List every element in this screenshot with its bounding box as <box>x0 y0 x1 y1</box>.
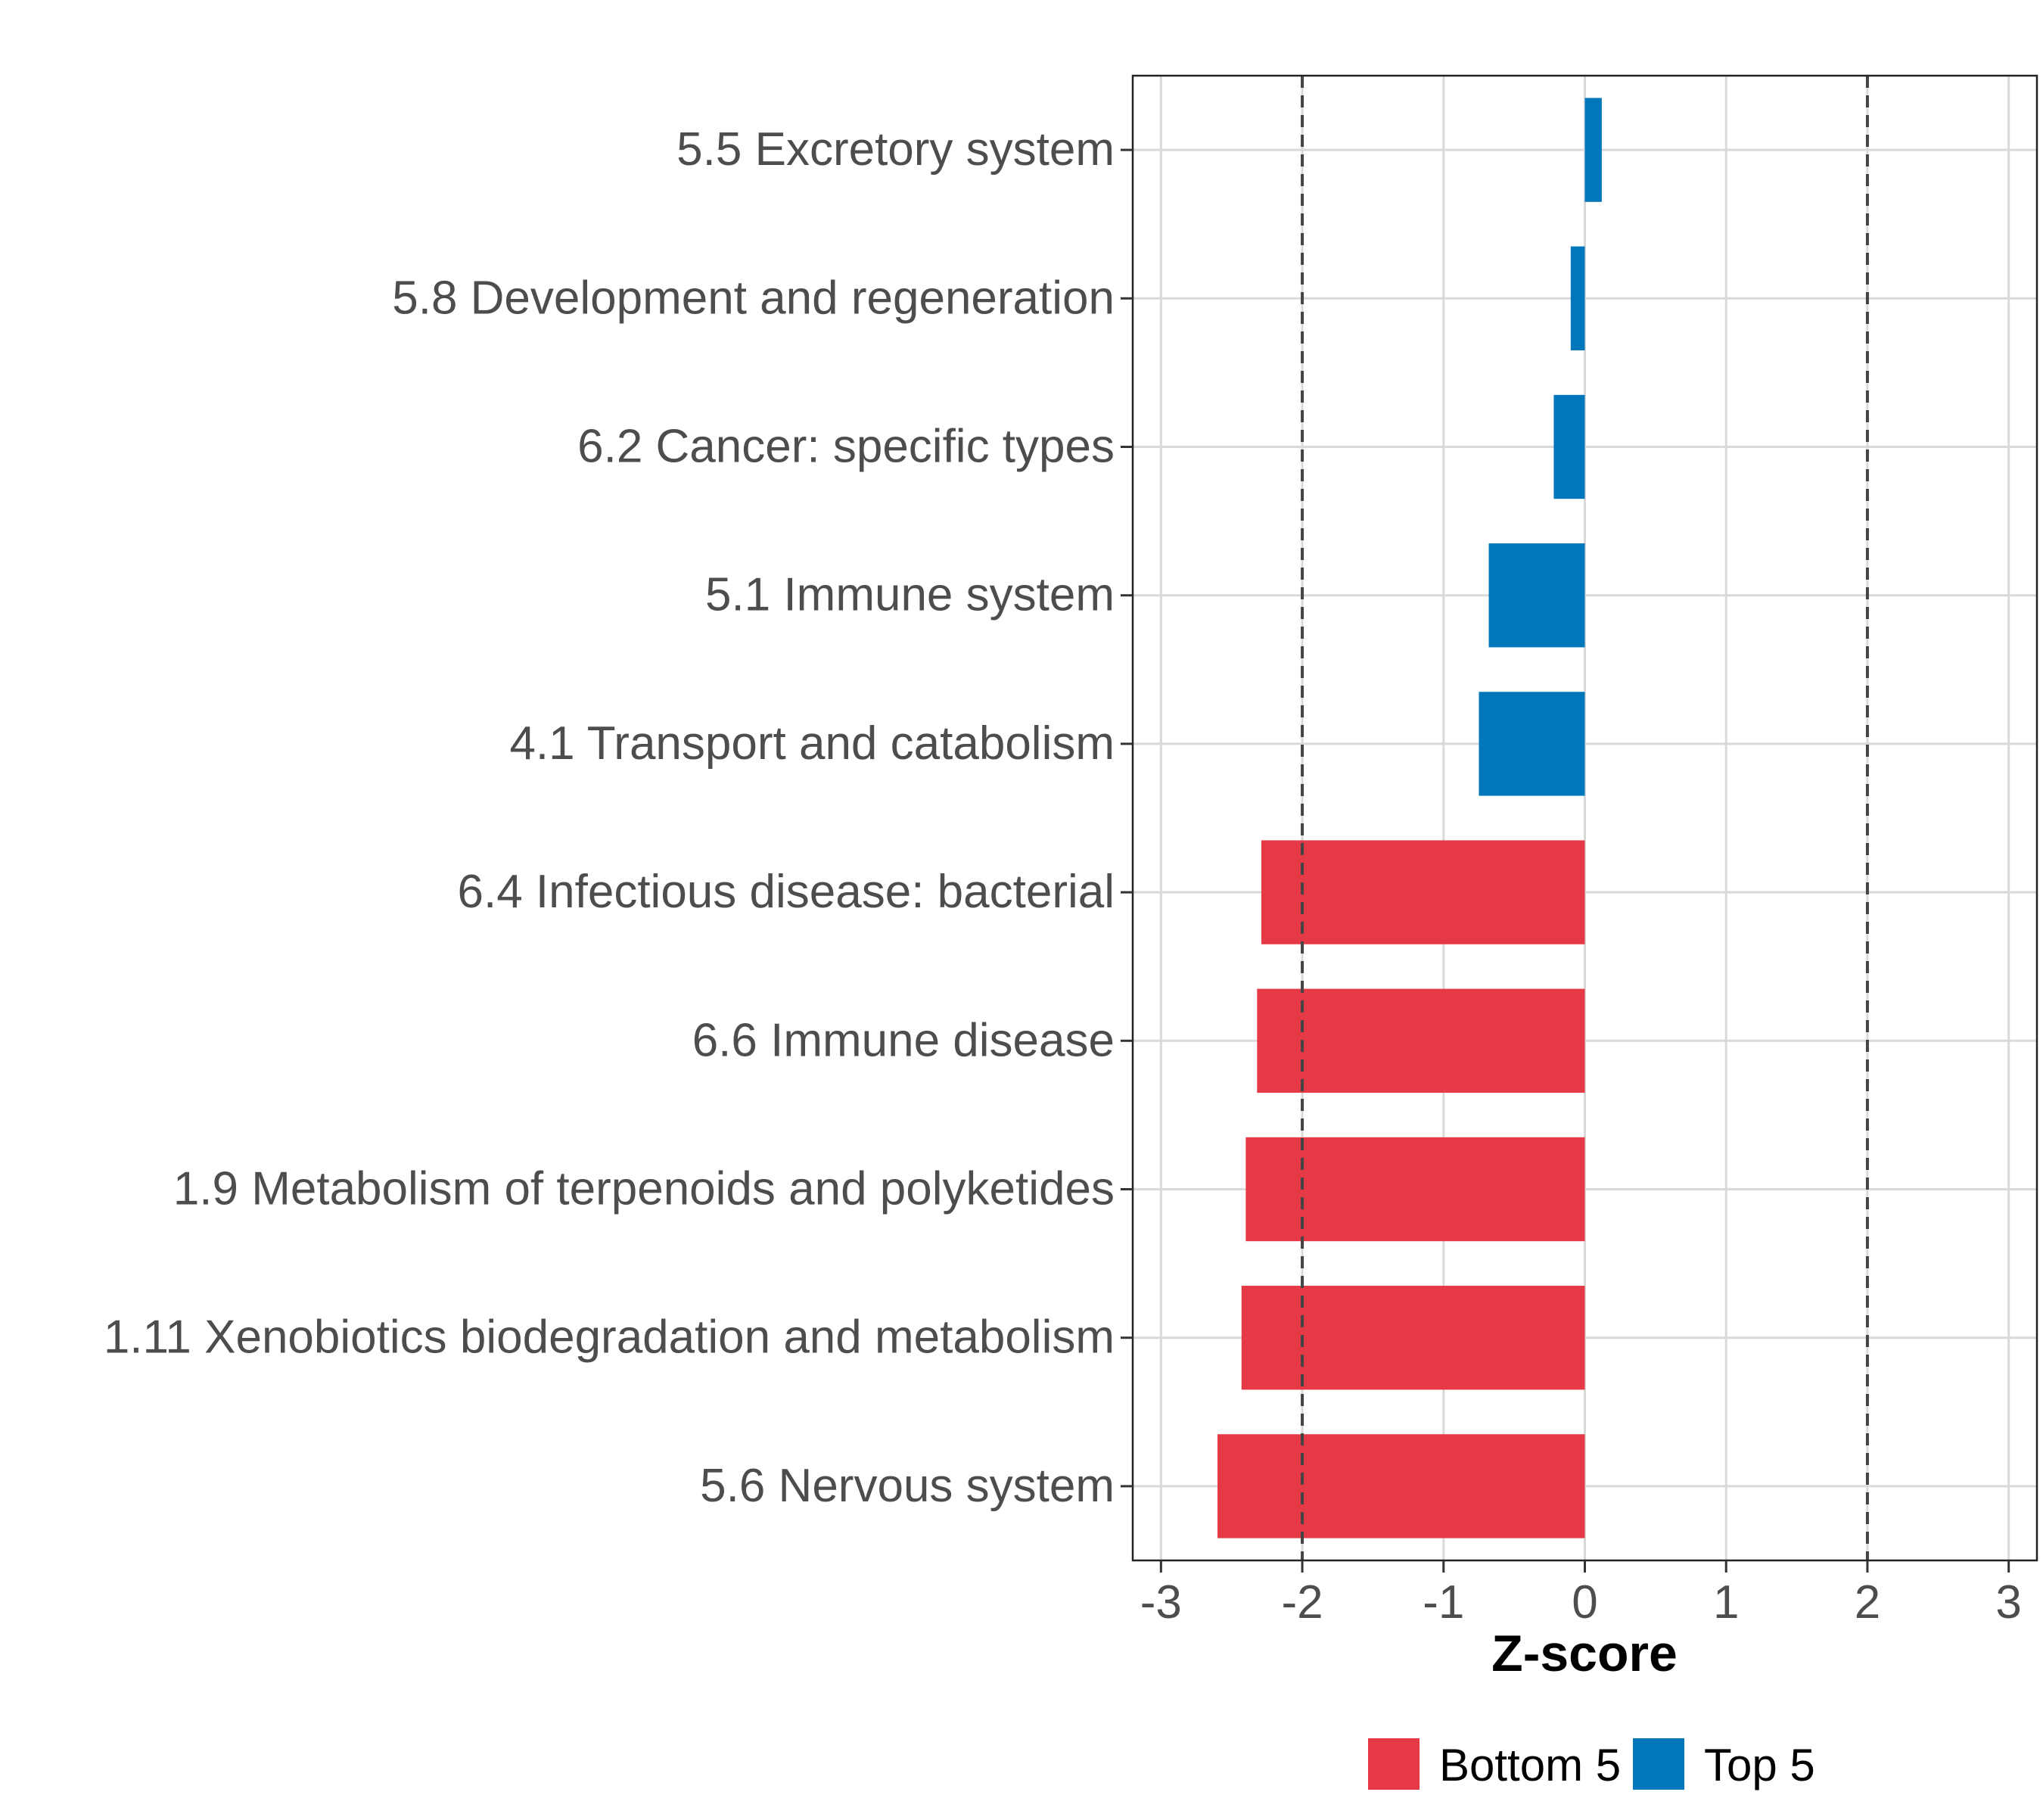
bar-3 <box>1488 543 1585 648</box>
legend: Bottom 5 Top 5 <box>1368 1738 1815 1790</box>
bar-0 <box>1584 98 1602 202</box>
legend-swatch-0 <box>1368 1738 1420 1790</box>
x-tick-label-5: 2 <box>1855 1576 1880 1629</box>
x-tick-label-1: -2 <box>1281 1576 1323 1629</box>
bar-7 <box>1245 1137 1585 1242</box>
y-tick-label-6: 6.6 Immune disease <box>692 1014 1115 1066</box>
bar-9 <box>1217 1434 1585 1538</box>
y-tick-label-3: 5.1 Immune system <box>705 569 1115 621</box>
y-tick-label-7: 1.9 Metabolism of terpenoids and polyket… <box>173 1163 1115 1215</box>
bar-5 <box>1261 840 1585 944</box>
x-tick-label-0: -3 <box>1140 1576 1182 1629</box>
bar-6 <box>1257 988 1585 1093</box>
x-axis-title: Z-score <box>1491 1625 1678 1682</box>
bar-1 <box>1570 246 1585 350</box>
axis-layer: 5.5 Excretory system 5.8 Development and … <box>104 123 2022 1629</box>
x-tick-label-4: 1 <box>1713 1576 1739 1629</box>
reference-line-layer <box>1301 76 1869 1560</box>
bar-4 <box>1479 692 1585 796</box>
y-tick-label-9: 5.6 Nervous system <box>700 1460 1115 1512</box>
y-tick-label-0: 5.5 Excretory system <box>676 123 1115 176</box>
y-tick-label-5: 6.4 Infectious disease: bacterial <box>457 866 1115 918</box>
legend-swatch-1 <box>1633 1738 1684 1790</box>
x-tick-label-2: -1 <box>1423 1576 1464 1629</box>
bar-8 <box>1241 1286 1585 1390</box>
legend-label-0: Bottom 5 <box>1439 1740 1621 1790</box>
y-tick-label-4: 4.1 Transport and catabolism <box>509 717 1115 770</box>
y-tick-label-8: 1.11 Xenobiotics biodegradation and meta… <box>104 1311 1115 1364</box>
x-tick-label-3: 0 <box>1572 1576 1597 1629</box>
y-tick-label-2: 6.2 Cancer: specific types <box>577 421 1115 473</box>
y-tick-label-1: 5.8 Development and regeneration <box>392 272 1115 324</box>
bar-2 <box>1553 394 1585 499</box>
x-tick-label-6: 3 <box>1995 1576 2021 1629</box>
legend-label-1: Top 5 <box>1704 1740 1815 1790</box>
bar-layer <box>1217 98 1602 1538</box>
